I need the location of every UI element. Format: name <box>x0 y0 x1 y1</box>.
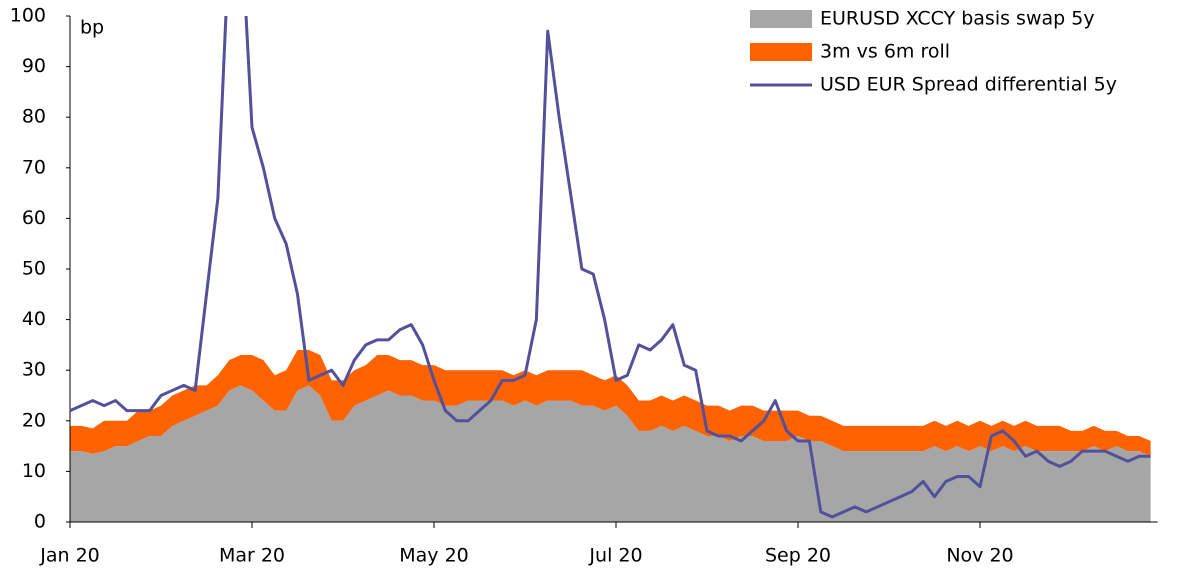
y-tick-label: 100 <box>10 5 46 27</box>
y-tick-label: 70 <box>22 156 46 178</box>
y-tick-label: 0 <box>34 511 46 533</box>
y-tick-label: 60 <box>22 207 46 229</box>
y-tick-label: 50 <box>22 258 46 280</box>
y-tick-label: 40 <box>22 308 46 330</box>
legend-label: USD EUR Spread differential 5y <box>820 74 1117 96</box>
legend-label: EURUSD XCCY basis swap 5y <box>820 8 1095 30</box>
line-layer <box>69 16 1151 519</box>
x-tick-label: Jan 20 <box>39 545 100 567</box>
legend-label: 3m vs 6m roll <box>820 41 950 63</box>
y-tick-label: 80 <box>22 106 46 128</box>
y-tick-label: 30 <box>22 359 46 381</box>
line <box>69 16 1151 519</box>
x-tick-label: Jul 20 <box>588 545 642 567</box>
y-tick-label: 10 <box>22 460 46 482</box>
x-tick-label: Mar 20 <box>219 545 285 567</box>
x-tick-label: Nov 20 <box>946 545 1013 567</box>
y-tick-label: 20 <box>22 409 46 431</box>
x-tick-label: May 20 <box>399 545 469 567</box>
x-tick-label: Sep 20 <box>765 545 831 567</box>
y-axis-label: bp <box>80 17 104 39</box>
legend-swatch <box>750 10 812 28</box>
area <box>70 349 1151 457</box>
legend-swatch <box>750 43 812 61</box>
y-tick-label: 90 <box>22 55 46 77</box>
area <box>70 385 1151 522</box>
